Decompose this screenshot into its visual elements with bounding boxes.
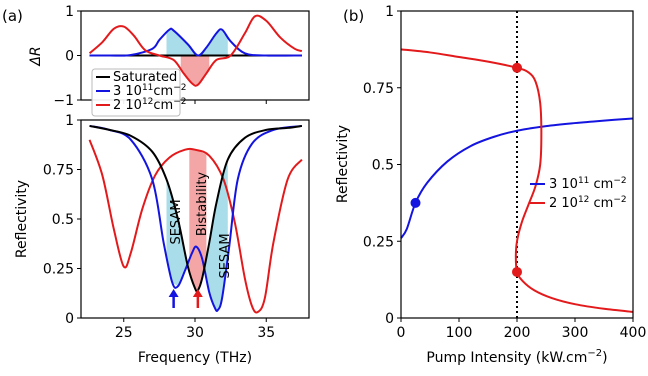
a-bottom-arrow-head xyxy=(192,289,203,297)
a-bottom-xlabel: Frequency (THz) xyxy=(138,350,252,366)
a-bottom-annotation-sesam-right: SESAM xyxy=(218,233,233,278)
a-bottom-ytick-label: 0.25 xyxy=(43,262,74,278)
legend-entry-label: 2 1012 cm−2 xyxy=(549,195,627,211)
b-ytick-label: 0 xyxy=(385,311,394,327)
a-top-ytick-label: −1 xyxy=(53,93,74,109)
legend-entry-label: Saturated xyxy=(113,70,177,85)
b-point-red xyxy=(512,266,522,277)
b-legend: 3 1011 cm−2 2 1012 cm−2 xyxy=(530,176,627,211)
panel-a-label: (a) xyxy=(2,7,23,25)
legend-entry-label: 3 1011 cm−2 xyxy=(549,176,627,192)
a-bottom-series-blue xyxy=(89,124,303,312)
a-bottom-ylabel: Reflectivity xyxy=(14,180,30,258)
a-bottom-ytick-label: 1 xyxy=(65,113,74,129)
a-bottom-xtick-label: 25 xyxy=(115,325,133,341)
b-ytick-label: 0.5 xyxy=(372,158,394,174)
a-bottom-ytick-label: 0.5 xyxy=(52,212,74,228)
a-bottom-sesam-shade xyxy=(166,159,228,310)
a-top-series-red xyxy=(88,14,303,87)
plot-a-bottom: SESAM Bistability SESAM 0 0.25 0.5 0.75 1 25 30 35… xyxy=(14,113,310,366)
a-bottom-annotation-bistability: Bistability xyxy=(195,172,210,237)
a-bottom-xtick-label: 35 xyxy=(257,325,275,341)
a-top-ytick-label: 0 xyxy=(65,49,74,65)
b-ytick-label: 0.75 xyxy=(363,81,394,97)
b-xlabel: Pump Intensity (kW.cm−2) xyxy=(426,348,607,366)
b-point-blue xyxy=(410,197,421,208)
b-series-red xyxy=(400,48,634,313)
b-xtick-label: 100 xyxy=(446,325,473,341)
b-xtick-label: 300 xyxy=(562,325,589,341)
a-bottom-bistability-shade xyxy=(189,149,207,291)
a-bottom-ytick-label: 0 xyxy=(65,311,74,327)
b-xtick-label: 0 xyxy=(397,325,406,341)
a-bottom-annotation-sesam-left: SESAM xyxy=(169,199,184,244)
a-top-ylabel: ΔR xyxy=(28,46,44,66)
b-xtick-label: 200 xyxy=(504,325,531,341)
a-bottom-series-red xyxy=(88,139,303,314)
a-bottom-ytick-label: 0.75 xyxy=(43,163,74,179)
a-top-sesam-shade xyxy=(166,29,228,56)
b-ytick-label: 1 xyxy=(385,4,394,20)
b-xtick-label: 400 xyxy=(620,325,647,341)
legend-entry-label: 3 1011cm−2 xyxy=(113,83,187,99)
plot-b: 0 0.25 0.5 0.75 1 0 100 200 300 400 Pump Intensity… xyxy=(335,4,646,366)
a-top-ytick-label: 1 xyxy=(65,4,74,20)
a-top-bistability-shade xyxy=(180,55,210,85)
legend-entry-label: 2 1012cm−2 xyxy=(113,97,187,113)
legend-box xyxy=(91,68,181,117)
a-bottom-xtick-label: 30 xyxy=(186,325,204,341)
b-point-red xyxy=(512,62,522,73)
b-ylabel: Reflectivity xyxy=(335,125,351,203)
a-bottom-arrow-head xyxy=(168,289,179,297)
panel-b-label: (b) xyxy=(343,7,364,25)
a-top-series-blue xyxy=(89,27,302,57)
b-ytick-label: 0.25 xyxy=(363,234,394,250)
